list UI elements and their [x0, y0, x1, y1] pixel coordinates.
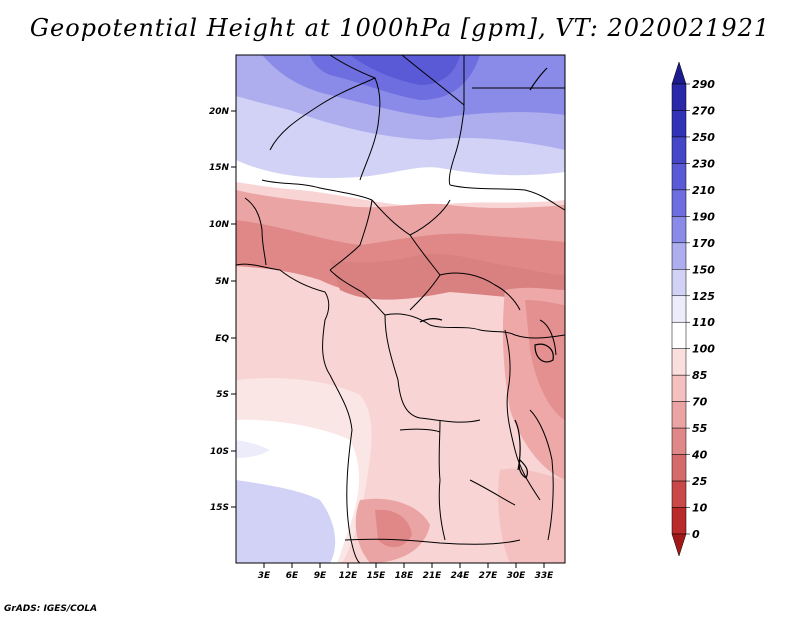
lat-tick-15s: 15S: [210, 503, 236, 513]
lon-tick-3e: 3E: [258, 563, 271, 581]
colorbar-label: 25: [692, 475, 708, 488]
lat-tick-eq: EQ: [215, 334, 236, 344]
field-band-55-core: [330, 253, 565, 300]
colorbar-label: 190: [692, 210, 715, 223]
lon-tick-18e: 18E: [395, 563, 415, 581]
colorbar-label: 70: [692, 396, 708, 409]
colorbar-label: 210: [692, 184, 715, 197]
colorbar-label: 10: [692, 502, 708, 515]
country-boundaries: [236, 55, 565, 563]
colorbar-label: 270: [692, 104, 715, 117]
colorbar-swatch: [671, 83, 687, 111]
field-band-125-south: [236, 480, 336, 563]
lon-label-33e: 33E: [535, 571, 555, 581]
lat-label-10n: 10N: [209, 220, 230, 230]
latitude-axis: 20N 15N 10N 5N EQ 5S 10S 15S: [209, 107, 236, 513]
field-band-55-south: [375, 509, 412, 548]
credit-label: GrADS: IGES/COLA: [4, 604, 98, 614]
lon-label-18e: 18E: [395, 571, 415, 581]
red-sea-coast: [529, 67, 548, 91]
lon-label-12e: 12E: [339, 571, 359, 581]
colorbar-swatch: [671, 480, 687, 508]
longitude-axis: 3E 6E 9E 12E 15E 18E 21E 24E 27E 30E 33E: [258, 563, 554, 581]
lat-label-15s: 15S: [210, 503, 229, 513]
colorbar-label: 100: [692, 343, 715, 356]
colorbar-label: 0: [692, 528, 700, 541]
lat-tick-15n: 15N: [209, 163, 236, 173]
lon-label-24e: 24E: [451, 571, 471, 581]
colorbar-swatch: [671, 216, 687, 244]
colorbar-swatch: [671, 374, 687, 402]
field-band-85-south: [498, 468, 565, 563]
colorbar-swatch: [671, 401, 687, 429]
colorbar-label: 290: [692, 78, 715, 91]
colorbar-swatch: [671, 242, 687, 270]
map-frame: [235, 54, 566, 564]
lon-tick-27e: 27E: [479, 563, 499, 581]
lon-tick-33e: 33E: [535, 563, 555, 581]
lon-label-6e: 6E: [286, 571, 299, 581]
map-title: Geopotential Height at 1000hPa [gpm], VT…: [29, 14, 771, 42]
field-band-210: [350, 55, 460, 85]
lat-tick-5n: 5N: [215, 277, 236, 287]
colorbar-label: 40: [691, 449, 708, 462]
lon-tick-15e: 15E: [367, 563, 387, 581]
colorbar-swatch: [671, 321, 687, 349]
lat-tick-10n: 10N: [209, 220, 236, 230]
colorbar-swatch: [671, 295, 687, 323]
map-plot-area: [236, 55, 565, 563]
colorbar-swatch: [671, 427, 687, 455]
lat-label-5n: 5N: [215, 277, 229, 287]
lat-tick-5s: 5S: [216, 390, 236, 400]
field-band-170-east: [480, 65, 565, 97]
colorbar-swatch: [671, 110, 687, 138]
colorbar-label: 170: [692, 237, 715, 250]
lat-label-15n: 15N: [209, 163, 230, 173]
colorbar-label: 55: [692, 422, 708, 435]
lat-tick-10s: 10S: [210, 447, 236, 457]
lon-tick-12e: 12E: [339, 563, 359, 581]
lon-label-27e: 27E: [479, 571, 499, 581]
lat-tick-20n: 20N: [209, 107, 236, 117]
colorbar-swatch: [671, 189, 687, 217]
lat-label-10s: 10S: [210, 447, 229, 457]
colorbar-label: 230: [692, 157, 715, 170]
lat-label-20n: 20N: [209, 107, 230, 117]
colorbar-swatch: [671, 269, 687, 297]
field-band-110: [236, 160, 565, 207]
colorbar-label: 125: [692, 290, 715, 303]
colorbar-arrow-bottom: [671, 533, 687, 557]
colorbar-swatch: [671, 348, 687, 376]
lon-label-21e: 21E: [423, 571, 443, 581]
colorbar-arrow-top: [671, 61, 687, 85]
field-band-55-east: [525, 300, 565, 420]
colorbar-swatch: [671, 136, 687, 164]
lat-label-eq: EQ: [215, 334, 229, 344]
lon-label-3e: 3E: [258, 571, 271, 581]
lon-tick-9e: 9E: [314, 563, 327, 581]
colorbar-label: 110: [692, 316, 715, 329]
field-band-110-patch: [236, 440, 270, 458]
colorbar-label: 150: [692, 263, 715, 276]
colorbar-swatch: [671, 507, 687, 535]
lon-tick-24e: 24E: [451, 563, 471, 581]
lat-label-5s: 5S: [216, 390, 229, 400]
colorbar-label: 85: [692, 369, 708, 382]
lakes: [419, 318, 554, 479]
colorbar-swatch: [671, 454, 687, 482]
lon-tick-6e: 6E: [286, 563, 299, 581]
lon-tick-30e: 30E: [507, 563, 527, 581]
lon-tick-21e: 21E: [423, 563, 443, 581]
lon-label-9e: 9E: [314, 571, 327, 581]
lon-label-30e: 30E: [507, 571, 527, 581]
colorbar-label: 250: [692, 131, 715, 144]
colorbar-swatch: [671, 163, 687, 191]
lon-label-15e: 15E: [367, 571, 387, 581]
colorbar: 2902702502302101901701501251101008570554…: [671, 61, 715, 557]
